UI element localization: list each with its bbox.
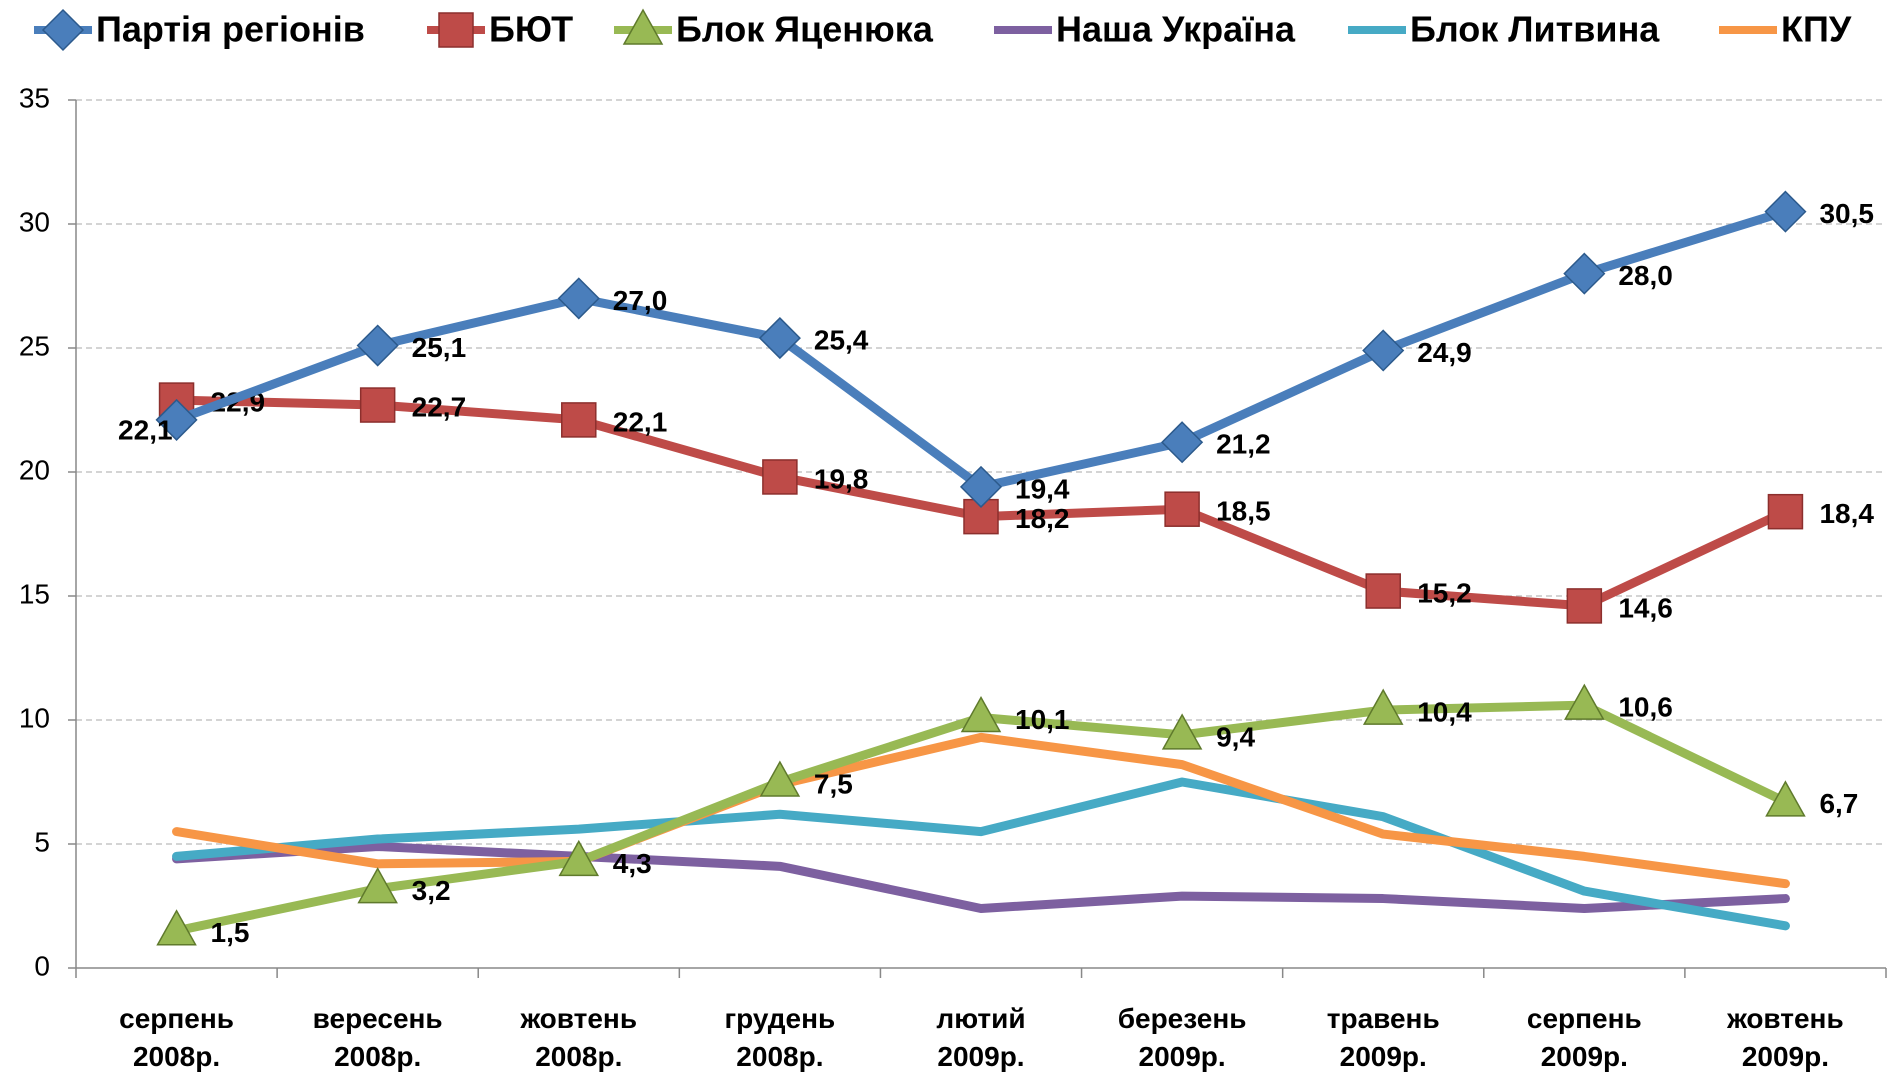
marker [1765,780,1806,817]
marker [1767,493,1804,530]
x-tick-label: березень 2009р. [1118,1003,1247,1072]
marker [156,909,197,946]
marker [759,760,801,797]
y-tick-label: 10 [19,702,50,733]
data-label: 19,8 [814,463,869,494]
series [172,732,1790,889]
marker [960,695,1002,733]
marker [1161,421,1204,464]
data-label: 10,4 [1417,696,1472,727]
marker [1564,683,1605,720]
series [158,382,1804,624]
data-label: 27,0 [613,285,668,316]
marker [561,402,597,438]
x-tick-label: грудень 2008р. [725,1003,836,1072]
x-tick-label: травень 2009р. [1327,1003,1440,1072]
marker [359,387,396,423]
legend-label: КПУ [1781,9,1852,50]
data-label: 22,7 [412,391,467,422]
data-label: 3,2 [412,875,451,906]
x-tick-label: жовтень 2009р. [1726,1003,1844,1072]
y-tick-label: 30 [19,206,50,237]
legend-label: Блок Яценюка [676,9,934,50]
data-label: 28,0 [1618,260,1673,291]
data-label: 19,4 [1015,473,1070,504]
data-label: 22,1 [613,406,668,437]
marker [357,867,398,904]
y-tick-label: 20 [19,454,50,485]
data-label: 18,5 [1216,496,1271,527]
marker [438,12,474,48]
legend-label: Наша Україна [1056,9,1296,50]
data-label: 18,4 [1819,498,1874,529]
data-label: 14,6 [1618,592,1673,623]
data-label: 30,5 [1819,198,1874,229]
data-label: 15,2 [1417,577,1472,608]
x-tick-label: жовтень 2008р. [520,1003,638,1072]
marker [1164,491,1200,527]
legend-label: Партія регіонів [96,9,365,50]
x-tick-label: вересень 2008р. [313,1003,443,1072]
data-label: 24,9 [1417,337,1472,368]
marker [155,398,198,441]
data-label: 21,2 [1216,429,1271,460]
marker [1161,713,1203,750]
y-tick-label: 25 [19,330,50,361]
data-label: 7,5 [814,768,853,799]
marker [1566,588,1603,624]
series [172,841,1790,913]
data-label: 4,3 [613,848,652,879]
y-tick-label: 5 [34,826,50,857]
legend-label: БЮТ [489,9,573,50]
data-label: 10,1 [1015,704,1070,735]
marker [356,324,399,367]
y-tick-label: 15 [19,578,50,609]
data-label: 25,1 [412,332,467,363]
marker [758,317,801,360]
data-label: 18,2 [1015,503,1070,534]
x-tick-label: серпень 2009р. [1527,1003,1642,1072]
marker [41,8,85,52]
x-tick-label: лютий 2009р. [936,1003,1025,1072]
series [172,777,1790,931]
series [156,683,1806,946]
marker [1764,190,1807,233]
marker [1563,252,1606,295]
legend-label: Блок Литвина [1410,9,1660,50]
data-label: 10,6 [1618,692,1673,723]
data-label: 22,1 [118,414,173,445]
marker [959,465,1003,508]
marker [557,277,600,320]
series-line [172,777,1790,931]
marker [1362,688,1404,725]
data-label: 6,7 [1819,788,1858,819]
data-label: 9,4 [1216,721,1255,752]
y-tick-label: 0 [34,950,50,981]
series [155,190,1807,508]
series-line [172,841,1790,913]
x-tick-label: серпень 2008р. [119,1003,234,1072]
marker [1362,329,1405,372]
data-label: 1,5 [211,917,250,948]
marker [1365,573,1401,609]
marker [622,8,664,45]
series-line [172,732,1790,889]
data-label: 25,4 [814,324,869,355]
marker [762,459,798,495]
y-tick-label: 35 [19,82,50,113]
marker [558,839,600,877]
